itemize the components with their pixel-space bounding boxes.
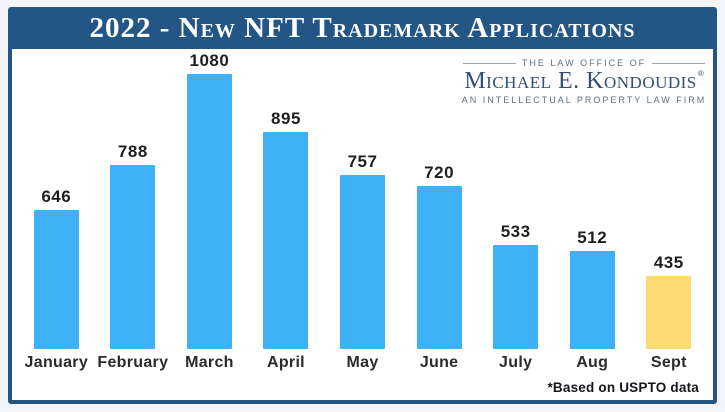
bar-value-label: 788 <box>117 142 148 161</box>
logo-name-row: Michael E. Kondoudis ® <box>463 68 705 94</box>
month-label-may: May <box>346 354 379 371</box>
bar-value-label: 533 <box>500 222 531 241</box>
month-label-february: February <box>97 354 169 371</box>
chart-area: THE LAW OFFICE OF Michael E. Kondoudis ®… <box>12 49 713 399</box>
source-footnote: *Based on USPTO data <box>547 380 699 395</box>
bar-group-april: 895 April <box>248 110 325 377</box>
bar-chart: 646 January 788 February 1080 March 895 … <box>18 49 707 377</box>
bar-group-july: 533 July <box>477 223 554 377</box>
month-label-july: July <box>499 354 533 371</box>
bar-aug <box>569 251 615 349</box>
bar-group-march: 1080 March <box>171 52 248 377</box>
bar-value-label: 646 <box>41 187 72 206</box>
bar-june <box>416 186 462 349</box>
bar-group-june: 720 June <box>401 164 478 377</box>
month-label-january: January <box>24 354 89 371</box>
bar-may <box>340 175 386 349</box>
bar-sept-highlighted <box>646 276 692 349</box>
bar-january <box>33 210 79 349</box>
infographic-frame: 2022 - New NFT Trademark Applications TH… <box>8 7 717 404</box>
logo-rule-left <box>463 62 516 64</box>
bar-value-label: 1080 <box>189 51 230 70</box>
logo-top-text: THE LAW OFFICE OF <box>521 58 647 68</box>
month-label-sept: Sept <box>650 354 687 371</box>
month-label-june: June <box>419 354 459 371</box>
bar-value-label: 720 <box>424 163 455 182</box>
registered-trademark-icon: ® <box>697 69 704 78</box>
bar-march <box>186 74 232 349</box>
bar-value-label: 512 <box>577 228 608 247</box>
bar-february <box>110 165 156 349</box>
bar-group-january: 646 January <box>18 188 95 377</box>
law-office-logo: THE LAW OFFICE OF Michael E. Kondoudis ®… <box>461 58 707 106</box>
title-bar: 2022 - New NFT Trademark Applications <box>12 11 713 49</box>
bar-value-label: 895 <box>271 109 301 128</box>
logo-bottom-text: AN INTELLECTUAL PROPERTY LAW FIRM <box>461 95 707 106</box>
logo-bottom-line: AN INTELLECTUAL PROPERTY LAW FIRM <box>461 95 707 106</box>
page-title: 2022 - New NFT Trademark Applications <box>89 11 636 44</box>
logo-rule-right <box>652 62 706 64</box>
bar-value-label: 757 <box>347 152 378 171</box>
bar-group-aug: 512 Aug <box>554 229 631 377</box>
bar-value-label: 435 <box>653 253 684 272</box>
bar-group-sept: 435 Sept <box>631 254 708 377</box>
bar-april <box>263 132 309 349</box>
bar-july <box>493 245 539 349</box>
bar-group-february: 788 February <box>95 143 172 377</box>
month-label-march: March <box>185 354 234 371</box>
month-label-aug: Aug <box>576 354 609 371</box>
bar-group-may: 757 May <box>324 153 401 377</box>
month-label-april: April <box>266 354 305 371</box>
logo-top-line: THE LAW OFFICE OF <box>463 58 706 68</box>
logo-name: Michael E. Kondoudis <box>464 68 697 94</box>
